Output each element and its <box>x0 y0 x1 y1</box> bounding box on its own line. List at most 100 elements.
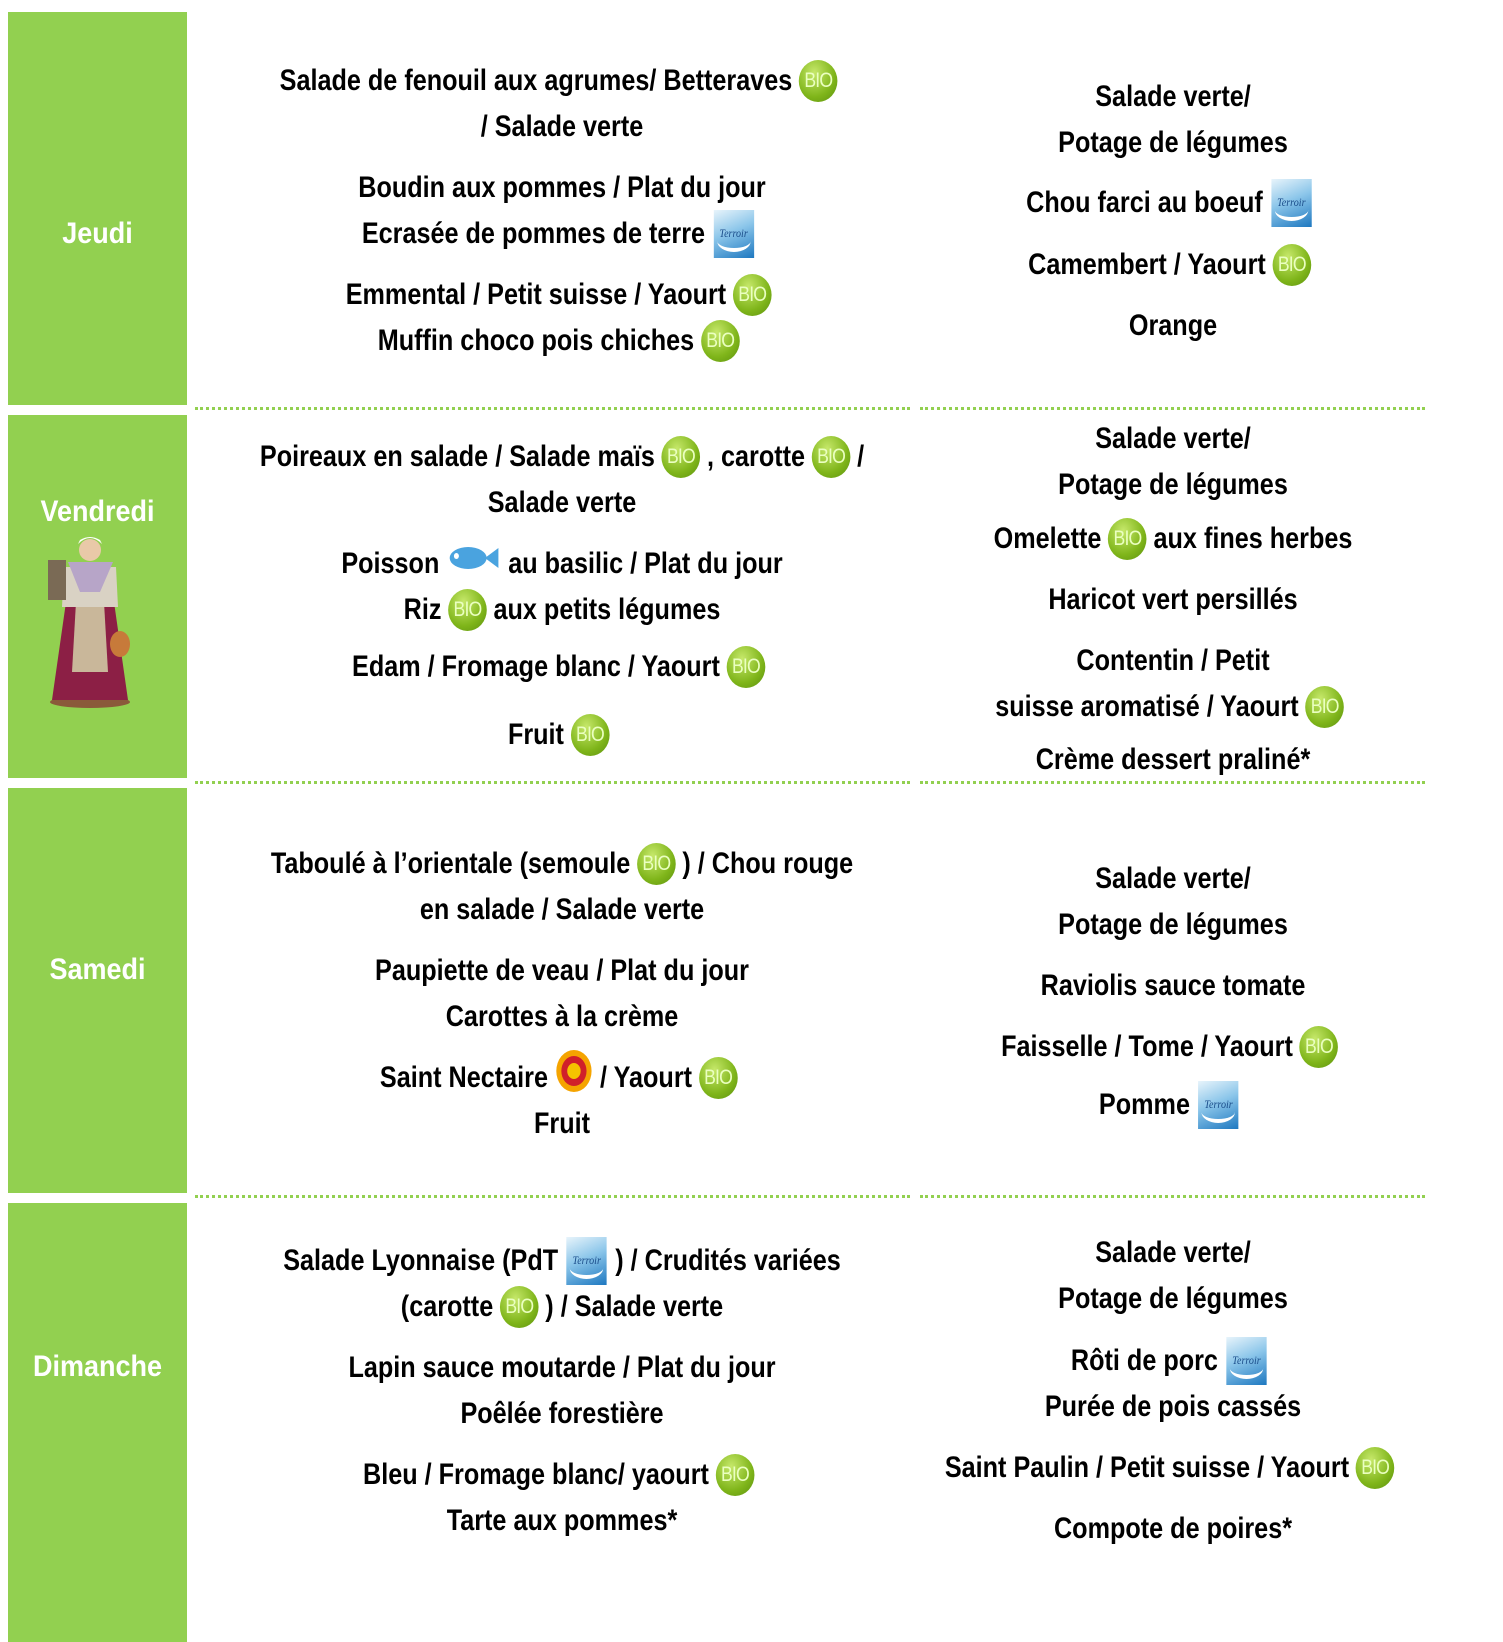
dish-text: Potage de légumes <box>1058 1282 1288 1315</box>
dinner-line: Potage de légumes <box>1058 462 1288 508</box>
dinner-line: Salade verte/ <box>1095 416 1251 462</box>
dish-text: Compote de poires* <box>1053 1512 1293 1545</box>
day-label: Vendredi <box>40 495 155 528</box>
separator <box>920 1195 1425 1198</box>
lunch-line: / Salade verte <box>481 104 644 150</box>
dish-text: Salade verte/ <box>1095 80 1251 113</box>
dish-text: Faisselle / Tome / Yaourt <box>1001 1030 1293 1063</box>
dish-text: Poireaux en salade / Salade maïs <box>259 440 655 473</box>
dinner-line: suisse aromatisé / Yaourt BIO <box>995 684 1351 730</box>
day-band <box>8 1203 187 1642</box>
dish-text: ) / Salade verte <box>545 1290 724 1323</box>
dish-text: en salade / Salade verte <box>419 893 705 926</box>
bio-badge: BIO <box>1355 1447 1395 1489</box>
dish-text: Crème dessert praliné* <box>1035 743 1311 776</box>
dish-text: Haricot vert persillés <box>1048 583 1298 616</box>
dish-text: Rôti de porc <box>1070 1344 1218 1377</box>
dish-text: / Yaourt <box>600 1061 693 1094</box>
bio-badge: BIO <box>1108 518 1147 560</box>
terroir-badge: Terroir <box>713 210 754 258</box>
dish-text: Fruit <box>507 718 564 751</box>
dinner-line: Raviolis sauce tomate <box>1041 963 1306 1009</box>
dinner-line: Saint Paulin / Petit suisse / Yaourt BIO <box>945 1445 1401 1491</box>
separator <box>920 407 1425 410</box>
bio-badge: BIO <box>811 436 851 478</box>
lunch-line: Edam / Fromage blanc / Yaourt BIO <box>352 644 772 690</box>
dish-text: Boudin aux pommes / Plat du jour <box>358 171 766 204</box>
lunch-line: Bleu / Fromage blanc/ yaourt BIO <box>363 1452 761 1498</box>
bio-badge: BIO <box>798 60 838 102</box>
dinner-line: Haricot vert persillés <box>1048 577 1297 623</box>
dish-text: Contentin / Petit <box>1076 644 1270 677</box>
dish-text: Salade de fenouil aux agrumes/ Betterave… <box>279 64 793 97</box>
dinner-line: Salade verte/ <box>1095 74 1251 120</box>
dish-text: Paupiette de veau / Plat du jour <box>375 954 749 987</box>
dinner-line: Potage de légumes <box>1058 120 1288 166</box>
lunch-line: Paupiette de veau / Plat du jour <box>375 948 749 994</box>
lunch-line: Poisson au basilic / Plat du jour <box>341 541 783 587</box>
bio-badge: BIO <box>1305 686 1345 728</box>
lunch-line: Boudin aux pommes / Plat du jour <box>358 165 765 211</box>
dish-text: / <box>857 440 865 473</box>
dish-text: Edam / Fromage blanc / Yaourt <box>352 650 720 683</box>
dish-text: Potage de légumes <box>1058 908 1288 941</box>
bio-badge: BIO <box>448 589 487 631</box>
dish-text: Fruit <box>534 1107 590 1140</box>
lunch-line: Salade de fenouil aux agrumes/ Betterave… <box>280 58 845 104</box>
dish-text: Salade Lyonnaise (PdT <box>283 1244 559 1277</box>
dish-text: Chou farci au boeuf <box>1026 186 1263 219</box>
dish-text: Potage de légumes <box>1058 126 1288 159</box>
dinner-line: Rôti de porc Terroir <box>1071 1337 1275 1385</box>
dinner-line: Faisselle / Tome / Yaourt BIO <box>1001 1024 1345 1070</box>
dish-text: Riz <box>403 593 442 626</box>
dish-text: aux fines herbes <box>1153 522 1353 555</box>
dish-text: Poêlée forestière <box>460 1397 664 1430</box>
dish-text: Salade verte <box>487 486 637 519</box>
dish-text: Taboulé à l’orientale (semoule <box>270 847 631 880</box>
dish-text: Saint Nectaire <box>379 1061 548 1094</box>
dish-text: Salade verte/ <box>1095 862 1251 895</box>
dish-text: Poisson <box>341 547 440 580</box>
dish-text: Potage de légumes <box>1058 468 1288 501</box>
dish-text: Omelette <box>993 522 1102 555</box>
lunch-line: Fruit <box>534 1101 590 1147</box>
terroir-badge: Terroir <box>1226 1337 1267 1385</box>
lunch-line: Salade verte <box>488 480 636 526</box>
terroir-badge: Terroir <box>566 1237 607 1285</box>
figurine <box>48 537 130 708</box>
lunch-line: Taboulé à l’orientale (semoule BIO) / Cho… <box>271 841 853 887</box>
dinner-line: Chou farci au boeuf Terroir <box>1026 179 1320 227</box>
dish-text: au basilic / Plat du jour <box>508 547 783 580</box>
dish-text: , carotte <box>706 440 806 473</box>
lunch-line: (carotte BIO) / Salade verte <box>401 1284 723 1330</box>
dinner-line: Potage de légumes <box>1058 902 1288 948</box>
bio-badge: BIO <box>700 320 740 362</box>
day-band <box>8 12 187 405</box>
lunch-line: Emmental / Petit suisse / Yaourt BIO <box>346 272 779 318</box>
separator <box>920 781 1425 784</box>
lunch-line: Tarte aux pommes* <box>447 1498 678 1544</box>
dish-text: Salade verte/ <box>1095 422 1251 455</box>
dinner-line: Compote de poires* <box>1054 1506 1292 1552</box>
bio-badge: BIO <box>499 1286 539 1328</box>
dish-text: Pomme <box>1098 1088 1190 1121</box>
bio-badge: BIO <box>732 274 772 316</box>
day-label: Jeudi <box>62 217 133 250</box>
bio-badge: BIO <box>570 714 610 756</box>
dinner-line: Contentin / Petit <box>1076 638 1269 684</box>
fish-icon <box>446 541 501 587</box>
dish-text: ) / Chou rouge <box>682 847 854 880</box>
dish-text: Lapin sauce moutarde / Plat du jour <box>348 1351 776 1384</box>
day-band <box>8 788 187 1193</box>
day-label: Dimanche <box>32 1350 163 1383</box>
lunch-line: Ecrasée de pommes de terre Terroir <box>362 210 762 258</box>
lunch-line: Saint Nectaire / Yaourt BIO <box>380 1048 744 1108</box>
dish-text: suisse aromatisé / Yaourt <box>995 690 1299 723</box>
aop-icon <box>555 1048 594 1108</box>
bio-badge: BIO <box>698 1057 738 1099</box>
separator <box>195 1195 910 1198</box>
lunch-line: en salade / Salade verte <box>420 887 704 933</box>
lunch-line: Salade Lyonnaise (PdT Terroir) / Crudités… <box>283 1237 841 1285</box>
lunch-line: Poêlée forestière <box>460 1391 663 1437</box>
